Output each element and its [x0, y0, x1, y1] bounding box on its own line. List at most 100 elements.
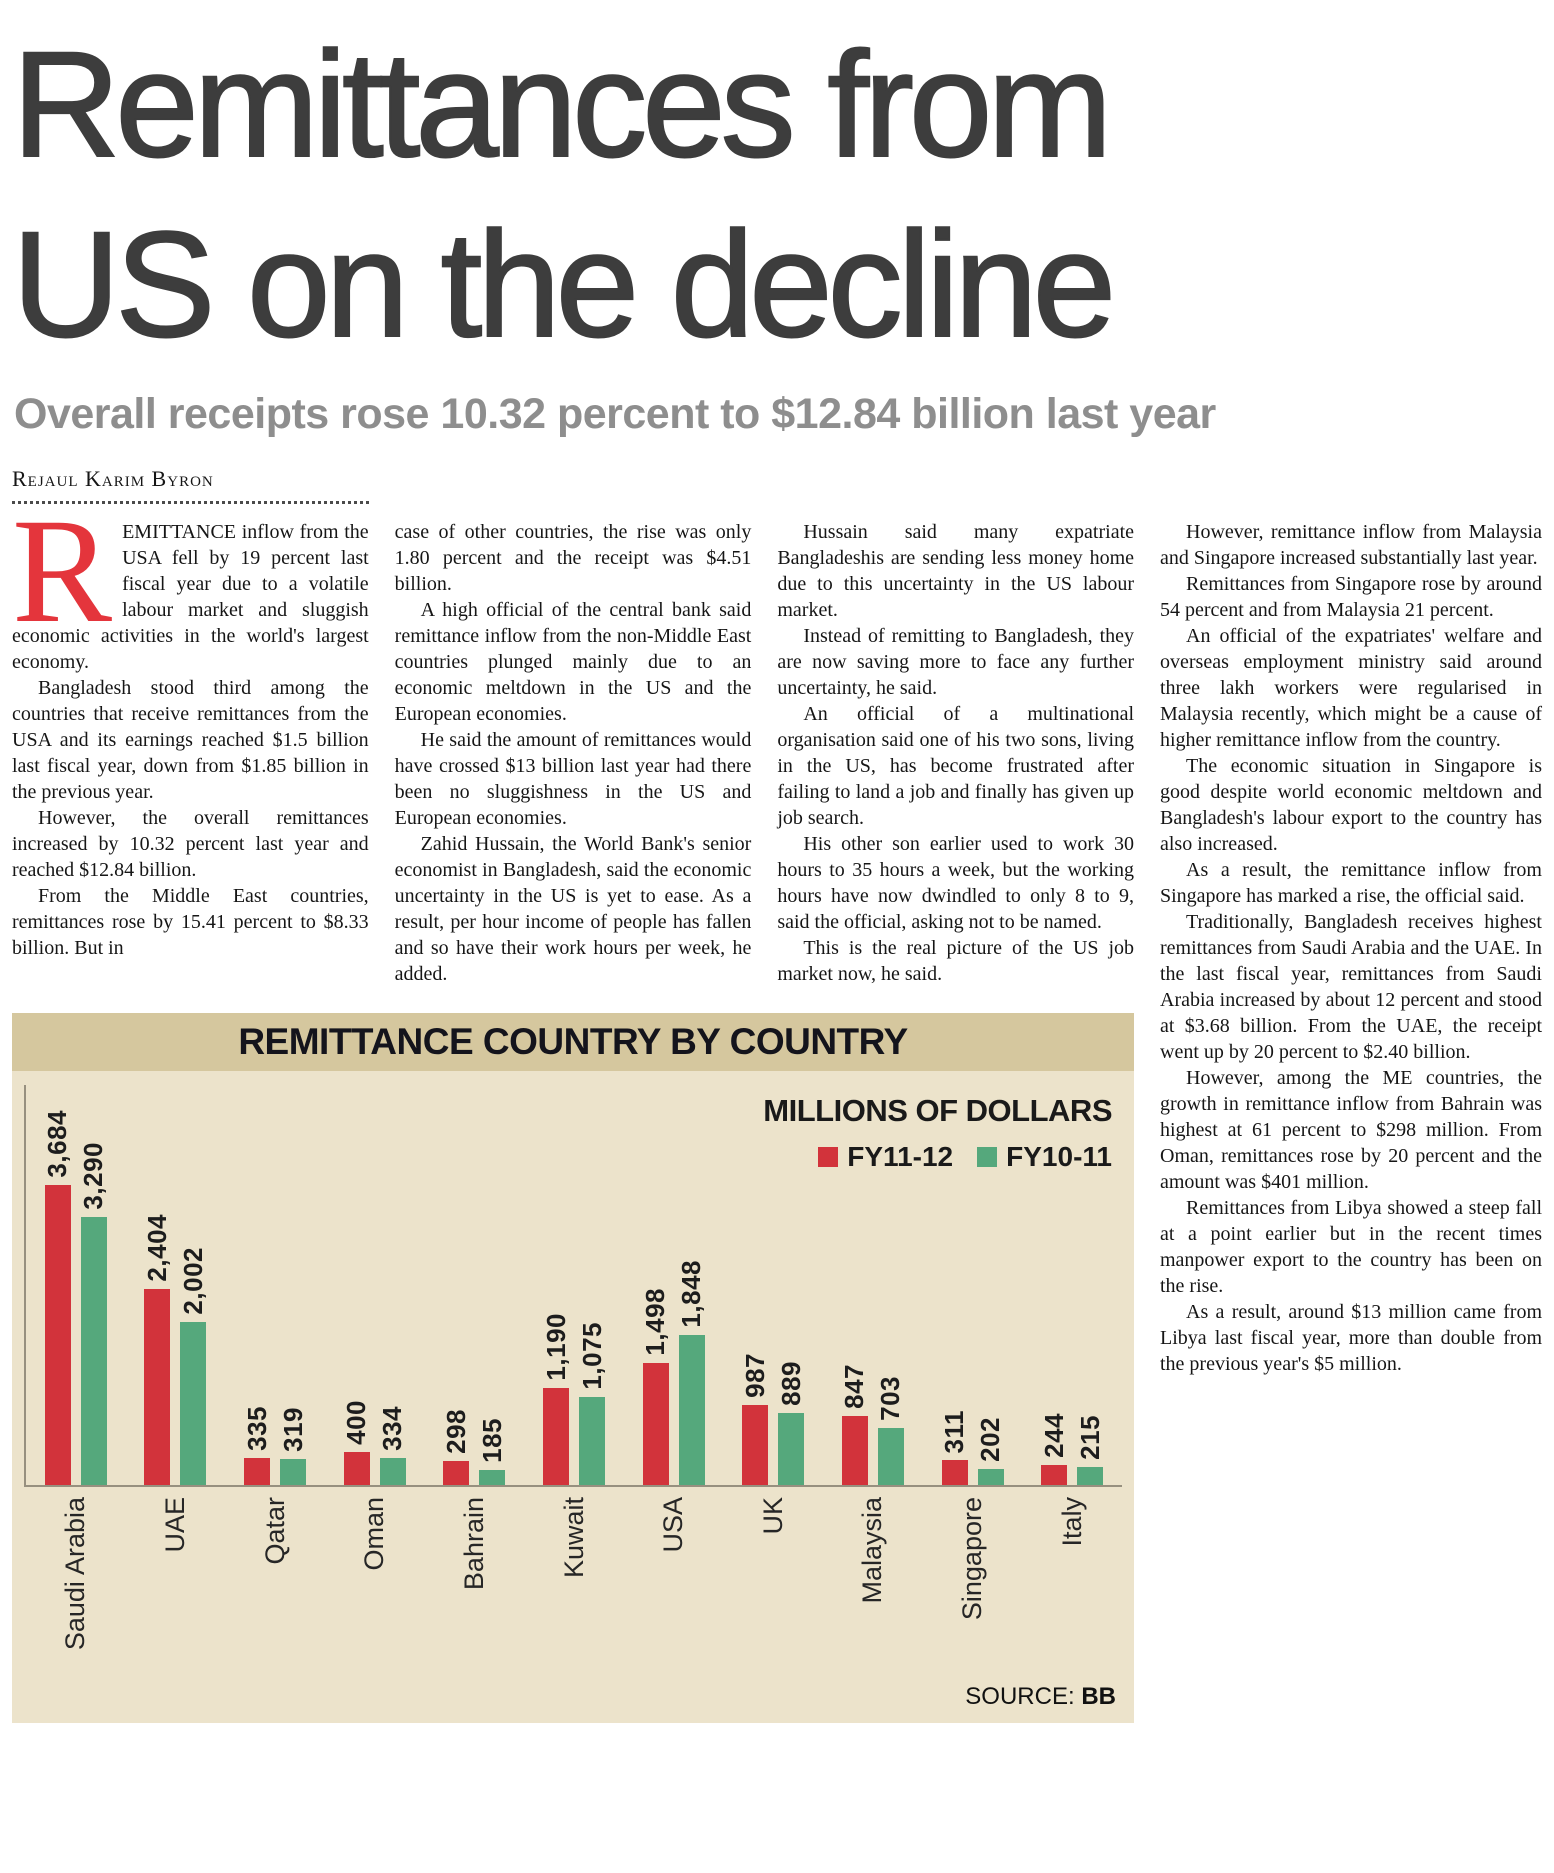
bar-value-label: 244: [1038, 1413, 1069, 1458]
bar-column: 703: [875, 1085, 906, 1485]
bar-value-label: 215: [1074, 1415, 1105, 1460]
bar: [977, 1469, 1004, 1485]
bar-column: 889: [776, 1085, 807, 1485]
lead-paragraph: R EMITTANCE inflow from the USA fell by 1…: [12, 496, 369, 675]
paragraph: Remittances from Singapore rose by aroun…: [1160, 573, 1542, 621]
chart-source: SOURCE: BB: [24, 1677, 1122, 1723]
bar-value-label: 334: [377, 1406, 408, 1451]
bar: [80, 1217, 107, 1485]
bar-value-label: 335: [241, 1406, 272, 1451]
bar-group: 987 889: [723, 1085, 823, 1485]
byline-rule: [12, 500, 369, 504]
source-value: BB: [1081, 1683, 1116, 1710]
bar: [479, 1470, 506, 1485]
bar-value-label: 1,848: [676, 1260, 707, 1328]
category-label: Malaysia: [857, 1497, 888, 1604]
headline: Remittances from US on the decline: [11, 14, 1542, 374]
bar-value-label: 987: [739, 1353, 770, 1398]
bar: [180, 1322, 207, 1485]
paragraph: This is the real picture of the US job m…: [777, 937, 1135, 985]
bar-column: 311: [939, 1085, 970, 1485]
bar-column: 847: [839, 1085, 870, 1485]
paragraph: His other son earlier used to work 30 ho…: [777, 833, 1135, 933]
bar: [778, 1413, 805, 1485]
category-cell: Bahrain: [425, 1487, 525, 1677]
legend-label: FY11-12: [847, 1141, 954, 1172]
continuation-paragraph: case of other countries, the rise was on…: [394, 521, 752, 595]
bar-column: 1,075: [577, 1085, 608, 1485]
chart-plot: MILLIONS OF DOLLARS FY11-12 FY10-11 3,684…: [12, 1071, 1134, 1723]
chart-labels-row: Saudi Arabia UAE Qatar Oman Bahrain Kuwait USA…: [24, 1487, 1122, 1677]
chart-legend: FY11-12 FY10-11: [763, 1141, 1112, 1173]
bar: [841, 1416, 868, 1485]
bar-value-label: 319: [277, 1407, 308, 1452]
bar-group: 3,684 3,290: [26, 1085, 126, 1485]
paragraph: As a result, around $13 million came fro…: [1160, 1301, 1542, 1375]
bar-value-label: 2,404: [141, 1214, 172, 1282]
bar: [742, 1405, 769, 1485]
paragraph: Bangladesh stood third among the countri…: [12, 676, 369, 803]
subtitle: Overall receipts rose 10.32 percent to $…: [14, 390, 1216, 438]
chart-bars-row: 3,684 3,290 2,404 2,002 335 319 400 334 298 185 1,…: [24, 1085, 1122, 1487]
legend-swatch-icon: [818, 1147, 839, 1167]
bar-group: 2,404 2,002: [126, 1085, 226, 1485]
bar: [1077, 1467, 1104, 1485]
bar: [343, 1452, 370, 1485]
category-cell: Qatar: [225, 1487, 325, 1677]
category-cell: Oman: [325, 1487, 425, 1677]
lead-text: EMITTANCE inflow from the USA fell by 19…: [12, 520, 369, 673]
chart-unit-label: MILLIONS OF DOLLARS: [763, 1093, 1112, 1128]
bar: [877, 1428, 904, 1485]
bar-value-label: 2,002: [177, 1247, 208, 1315]
paragraph: Zahid Hussain, the World Bank's senior e…: [394, 833, 752, 985]
bar: [244, 1458, 271, 1485]
legend-label: FY10-11: [1006, 1141, 1112, 1172]
category-label: Bahrain: [458, 1497, 489, 1591]
bar-column: 400: [341, 1085, 372, 1485]
bar: [443, 1461, 470, 1485]
bar-value-label: 1,075: [576, 1322, 607, 1390]
bar-value-label: 889: [775, 1361, 806, 1406]
bar-column: 2,404: [142, 1085, 173, 1485]
bar-value-label: 847: [839, 1364, 870, 1409]
bar-group: 400 334: [325, 1085, 425, 1485]
bar-value-label: 311: [939, 1409, 970, 1453]
paragraph: An official of a multinational organisat…: [777, 703, 1135, 829]
bar-group: 1,190 1,075: [524, 1085, 624, 1485]
column-4: However, remittance inflow from Malaysia…: [1160, 465, 1542, 1723]
article-header: Remittances from US on the decline Overa…: [11, 14, 1542, 439]
source-label: SOURCE:: [965, 1683, 1075, 1710]
category-label: Oman: [359, 1497, 390, 1571]
bar-group: 298 185: [425, 1085, 525, 1485]
bar-column: 3,684: [42, 1085, 73, 1485]
bar-value-label: 3,684: [42, 1110, 73, 1178]
bar-column: 1,190: [541, 1085, 572, 1485]
bar: [379, 1458, 406, 1485]
bar-group: 311 202: [923, 1085, 1023, 1485]
category-cell: Singapore: [923, 1487, 1023, 1677]
bar-group: 847 703: [823, 1085, 923, 1485]
bar-column: 319: [278, 1085, 309, 1485]
byline: Rejaul Karim Byron: [12, 466, 214, 491]
paragraph: An official of the expatriates' welfare …: [1160, 625, 1542, 751]
category-cell: UAE: [126, 1487, 226, 1677]
bar-group: 1,498 1,848: [624, 1085, 724, 1485]
chart-title: REMITTANCE COUNTRY BY COUNTRY: [12, 1013, 1134, 1071]
remittance-chart: REMITTANCE COUNTRY BY COUNTRY MILLIONS O…: [12, 1013, 1134, 1723]
text-columns: Rejaul Karim Byron R EMITTANCE inflow fro…: [12, 465, 1134, 987]
bar-column: 215: [1075, 1085, 1106, 1485]
bar: [579, 1397, 606, 1485]
article-body: Rejaul Karim Byron R EMITTANCE inflow fro…: [12, 465, 1542, 1723]
paragraph: From the Middle East countries, remittan…: [12, 884, 369, 959]
bar-group: 335 319: [225, 1085, 325, 1485]
bar-column: 244: [1039, 1085, 1070, 1485]
legend-item: FY11-12: [818, 1141, 953, 1173]
bar-value-label: 185: [476, 1418, 507, 1463]
bar: [678, 1335, 705, 1485]
bar-column: 1,848: [676, 1085, 707, 1485]
headline-line-1: Remittances from: [11, 19, 1113, 189]
bar-value-label: 202: [975, 1417, 1006, 1462]
paragraph: Traditionally, Bangladesh receives highe…: [1160, 911, 1542, 1063]
bar-column: 987: [740, 1085, 771, 1485]
chart-meta: MILLIONS OF DOLLARS FY11-12 FY10-11: [763, 1093, 1112, 1173]
